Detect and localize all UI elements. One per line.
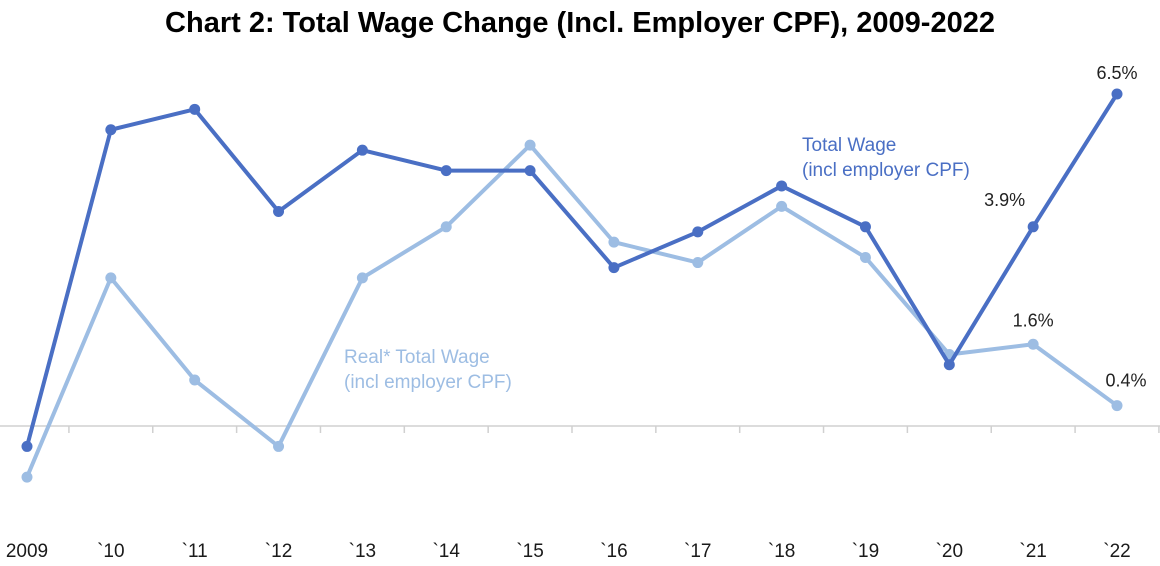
data-label: 1.6% (1013, 310, 1054, 330)
x-tick-label: `12 (265, 541, 292, 562)
series-total-wage (21, 88, 1123, 452)
data-point (692, 257, 704, 269)
label-layer: 6.5% 3.9% 1.6% 0.4% Total Wage (incl employer… (344, 63, 1147, 393)
series-label-line: (incl employer CPF) (344, 372, 512, 393)
x-tick-label: `21 (1019, 541, 1046, 562)
data-point (1111, 88, 1123, 100)
data-point (356, 144, 368, 156)
data-point (273, 440, 285, 452)
data-point (776, 200, 788, 212)
data-point (859, 251, 871, 263)
axis-layer: 2009 `10 `11 `12 `13 `14 `15 `16 `17 `18 `19 `20 `21… (0, 425, 1160, 562)
data-point (943, 359, 955, 371)
x-tick-label: `16 (600, 541, 627, 562)
data-label: 6.5% (1096, 63, 1137, 83)
data-point (692, 226, 704, 238)
x-tick-label: `11 (182, 541, 208, 562)
series-line (25, 92, 1119, 449)
data-point (273, 205, 285, 217)
data-point (524, 165, 536, 177)
series-label-total-wage: Total Wage (incl employer CPF) (802, 135, 970, 181)
data-point (776, 180, 788, 192)
series-label-line: (incl employer CPF) (802, 160, 970, 181)
data-point (356, 272, 368, 284)
data-point (189, 374, 201, 386)
x-tick-label: 2009 (6, 541, 48, 562)
data-label: 0.4% (1105, 371, 1146, 391)
x-tick-label: `13 (349, 541, 376, 562)
series-layer (21, 88, 1123, 483)
series-label-line: Total Wage (802, 135, 896, 156)
x-tick-label: `17 (684, 541, 711, 562)
data-point (608, 236, 620, 248)
x-tick-label: `14 (432, 541, 460, 562)
series-label-line: Real* Total Wage (344, 347, 490, 368)
data-point (105, 272, 117, 284)
data-point (21, 440, 33, 452)
data-point (1027, 338, 1039, 350)
data-point (105, 124, 117, 136)
x-tick-label: `19 (852, 541, 879, 562)
chart-title: Chart 2: Total Wage Change (Incl. Employ… (165, 7, 995, 39)
data-point (608, 262, 620, 274)
data-point (440, 221, 452, 233)
x-tick-label: `22 (1103, 541, 1130, 562)
data-point (1111, 400, 1123, 412)
data-point (440, 165, 452, 177)
x-tick-label: `10 (97, 541, 124, 562)
x-tick-label: `18 (768, 541, 795, 562)
data-point (21, 471, 33, 483)
series-label-real-total-wage: Real* Total Wage (incl employer CPF) (344, 347, 512, 393)
x-tick-label: `15 (516, 541, 543, 562)
data-label: 3.9% (984, 190, 1025, 210)
data-point (189, 103, 201, 115)
x-tick-label: `20 (936, 541, 963, 562)
data-point (859, 221, 871, 233)
data-point (1027, 221, 1039, 233)
data-point (524, 139, 536, 151)
